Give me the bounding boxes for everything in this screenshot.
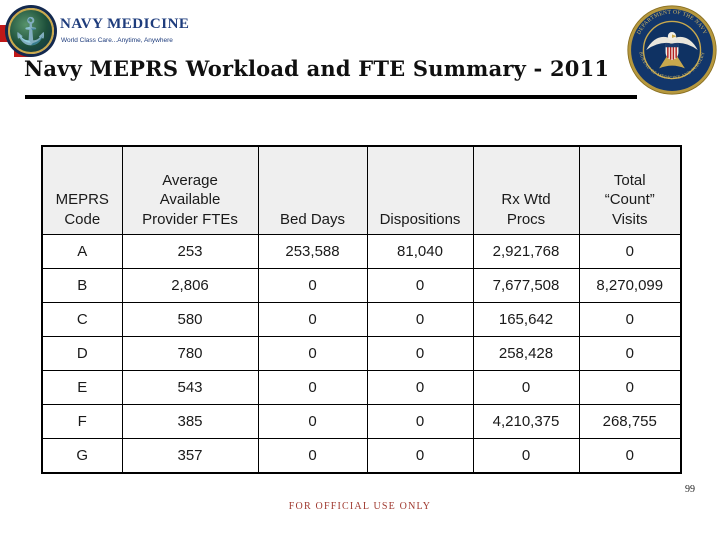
cell-ftes: 2,806 <box>121 268 259 303</box>
table-row: B 2,806 0 0 7,677,508 8,270,099 <box>41 268 682 303</box>
cell-ftes: 253 <box>121 234 259 269</box>
cell-bed-days: 0 <box>257 438 368 474</box>
brand-name: NAVY MEDICINE <box>60 16 190 32</box>
col-header-total-count-visits: Total “Count” Visits <box>578 145 682 235</box>
anchor-icon: ⚓ <box>14 16 48 46</box>
cell-rx-wtd-procs: 4,210,375 <box>472 404 580 439</box>
cell-dispositions: 0 <box>366 302 474 337</box>
cell-ftes: 357 <box>121 438 259 474</box>
col-header-dispositions: Dispositions <box>366 145 474 235</box>
cell-rx-wtd-procs: 165,642 <box>472 302 580 337</box>
cell-total-count-visits: 268,755 <box>578 404 682 439</box>
cell-meprs-code: E <box>41 370 123 405</box>
cell-meprs-code: D <box>41 336 123 371</box>
cell-total-count-visits: 0 <box>578 370 682 405</box>
table-row: C 580 0 0 165,642 0 <box>41 302 682 337</box>
table-row: D 780 0 0 258,428 0 <box>41 336 682 371</box>
col-header-meprs-code: MEPRS Code <box>41 145 123 235</box>
cell-total-count-visits: 0 <box>578 336 682 371</box>
globe-anchor-icon: ⚓ <box>8 8 54 54</box>
cell-total-count-visits: 8,270,099 <box>578 268 682 303</box>
meprs-summary-table: MEPRS Code Average Available Provider FT… <box>41 145 682 474</box>
cell-meprs-code: F <box>41 404 123 439</box>
cell-total-count-visits: 0 <box>578 302 682 337</box>
cell-dispositions: 0 <box>366 268 474 303</box>
table-row: A 253 253,588 81,040 2,921,768 0 <box>41 234 682 269</box>
page-number: 99 <box>685 484 695 495</box>
cell-dispositions: 0 <box>366 336 474 371</box>
cell-meprs-code: C <box>41 302 123 337</box>
cell-total-count-visits: 0 <box>578 234 682 269</box>
cell-total-count-visits: 0 <box>578 438 682 474</box>
navy-bumed-seal-icon: DEPARTMENT OF THE NAVY BUREAU OF MEDICIN… <box>627 5 717 95</box>
cell-ftes: 580 <box>121 302 259 337</box>
table-row: F 385 0 0 4,210,375 268,755 <box>41 404 682 439</box>
seal-eagle-icon <box>646 32 698 69</box>
cell-bed-days: 0 <box>257 302 368 337</box>
table-row: G 357 0 0 0 0 <box>41 438 682 474</box>
cell-dispositions: 81,040 <box>366 234 474 269</box>
col-header-rx-wtd-procs: Rx Wtd Procs <box>472 145 580 235</box>
col-header-bed-days: Bed Days <box>257 145 368 235</box>
cell-meprs-code: B <box>41 268 123 303</box>
cell-ftes: 543 <box>121 370 259 405</box>
navy-medicine-logo: ⚓ NAVY MEDICINE World Class Care...Anyti… <box>0 4 230 57</box>
cell-bed-days: 0 <box>257 404 368 439</box>
cell-bed-days: 0 <box>257 370 368 405</box>
cell-rx-wtd-procs: 7,677,508 <box>472 268 580 303</box>
cell-bed-days: 0 <box>257 268 368 303</box>
table-header-row: MEPRS Code Average Available Provider FT… <box>41 145 682 235</box>
cell-rx-wtd-procs: 0 <box>472 438 580 474</box>
table-row: E 543 0 0 0 0 <box>41 370 682 405</box>
cell-dispositions: 0 <box>366 370 474 405</box>
brand-tagline: World Class Care...Anytime, Anywhere <box>61 37 173 44</box>
cell-rx-wtd-procs: 2,921,768 <box>472 234 580 269</box>
cell-bed-days: 0 <box>257 336 368 371</box>
cell-dispositions: 0 <box>366 404 474 439</box>
cell-dispositions: 0 <box>366 438 474 474</box>
title-rule <box>25 95 637 99</box>
cell-meprs-code: G <box>41 438 123 474</box>
cell-meprs-code: A <box>41 234 123 269</box>
cell-rx-wtd-procs: 0 <box>472 370 580 405</box>
cell-rx-wtd-procs: 258,428 <box>472 336 580 371</box>
col-header-avg-available-provider-ftes: Average Available Provider FTEs <box>121 145 259 235</box>
classification-banner: FOR OFFICIAL USE ONLY <box>288 501 432 512</box>
cell-bed-days: 253,588 <box>257 234 368 269</box>
cell-ftes: 385 <box>121 404 259 439</box>
page-title: Navy MEPRS Workload and FTE Summary - 20… <box>24 56 610 81</box>
cell-ftes: 780 <box>121 336 259 371</box>
